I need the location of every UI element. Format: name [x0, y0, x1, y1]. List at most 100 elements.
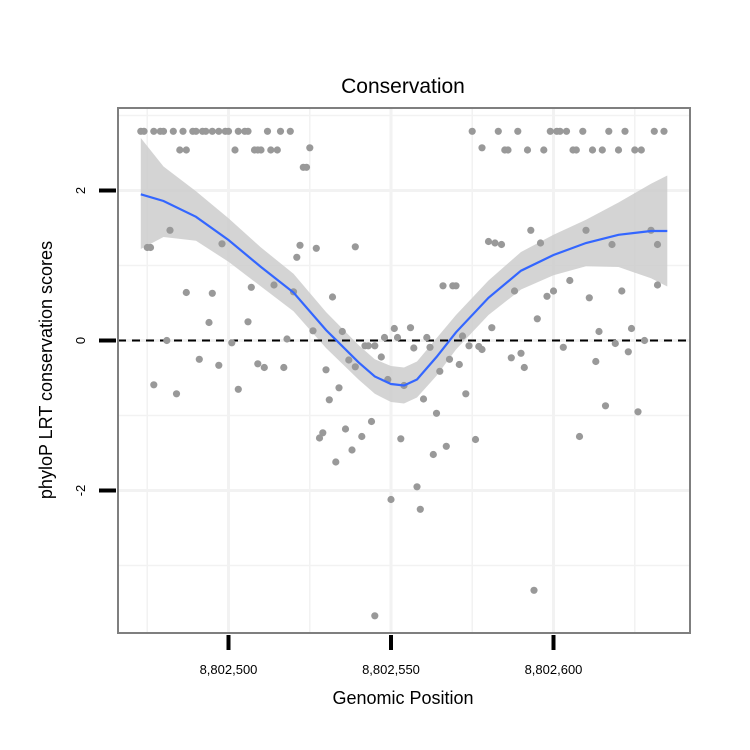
data-point [150, 381, 158, 389]
data-point [455, 360, 463, 369]
data-point [540, 146, 548, 154]
data-point [263, 127, 272, 135]
panel-border [117, 107, 691, 634]
data-point [520, 363, 528, 372]
data-point [325, 396, 333, 404]
data-point [556, 127, 564, 135]
data-point [608, 240, 616, 249]
data-point [618, 287, 626, 295]
data-point [244, 318, 252, 326]
data-point [179, 127, 187, 135]
data-point [624, 348, 632, 356]
data-point [491, 239, 499, 247]
data-point [351, 363, 359, 371]
data-point [335, 384, 343, 392]
data-point [614, 146, 623, 154]
data-point [432, 409, 441, 417]
data-point [380, 333, 389, 342]
data-point [169, 127, 177, 135]
data-point [413, 483, 421, 491]
axis-layer: 8,802,500 8,802,550 8,802,600 2 0 -2 [73, 187, 582, 677]
data-point [484, 237, 493, 246]
data-point [445, 355, 454, 363]
data-point [163, 336, 171, 345]
data-point [254, 360, 262, 368]
data-point [215, 361, 223, 369]
data-point [465, 342, 473, 350]
data-point [429, 450, 437, 459]
data-point [283, 335, 291, 343]
data-point [468, 127, 476, 135]
data-point [575, 432, 584, 441]
data-point [367, 417, 376, 426]
data-point [338, 327, 346, 336]
data-point [634, 408, 642, 416]
data-point [458, 332, 467, 340]
data-point [351, 243, 359, 251]
data-point [621, 127, 629, 135]
data-point [566, 276, 574, 285]
data-point [208, 127, 216, 135]
data-point [507, 354, 515, 362]
data-point [286, 127, 294, 135]
confidence-band-layer [140, 138, 668, 404]
data-point [146, 243, 155, 252]
data-point [341, 425, 350, 433]
data-point [296, 241, 304, 249]
data-point [234, 127, 242, 135]
y-axis-tick-label: 2 [73, 187, 88, 194]
data-point [601, 402, 610, 410]
data-point [205, 318, 213, 327]
data-point [315, 434, 324, 442]
data-point [260, 363, 268, 372]
data-point [150, 127, 158, 135]
data-point [439, 282, 447, 290]
data-point [588, 146, 597, 154]
data-points-layer [137, 127, 668, 620]
data-point [280, 363, 288, 372]
data-point [605, 127, 613, 135]
data-point [257, 146, 265, 154]
data-point [267, 146, 275, 154]
data-point [504, 146, 512, 154]
y-axis-tick-label: -2 [73, 485, 88, 497]
data-point [423, 333, 431, 342]
data-point [208, 289, 216, 297]
data-point [306, 144, 314, 152]
data-point [345, 356, 353, 364]
data-point [377, 353, 385, 361]
y-axis-title: phyloP LRT conservation scores [36, 241, 56, 499]
data-point [650, 127, 658, 135]
data-point [579, 127, 587, 135]
data-point [228, 339, 236, 347]
data-point [192, 127, 200, 135]
data-point [426, 343, 434, 351]
data-point [653, 240, 662, 249]
data-point [462, 390, 470, 398]
data-point [653, 281, 662, 289]
data-point [572, 146, 580, 154]
data-point [585, 294, 593, 302]
confidence-band [140, 138, 668, 404]
data-point [387, 495, 395, 504]
data-point [244, 127, 252, 135]
data-point [637, 146, 645, 154]
data-point [536, 239, 545, 247]
data-point [530, 586, 538, 594]
data-point [322, 366, 330, 374]
data-point [543, 292, 551, 300]
data-point [517, 349, 525, 357]
chart-title: Conservation [341, 75, 465, 98]
data-point [371, 612, 379, 620]
data-point [234, 385, 242, 393]
data-point [598, 146, 606, 154]
data-point [140, 127, 148, 135]
data-point [218, 240, 226, 248]
data-point [397, 435, 405, 443]
data-point [182, 288, 190, 297]
data-point [611, 339, 619, 348]
data-point [176, 146, 184, 154]
data-point [410, 344, 418, 352]
data-point [478, 144, 486, 152]
data-point [332, 458, 340, 466]
